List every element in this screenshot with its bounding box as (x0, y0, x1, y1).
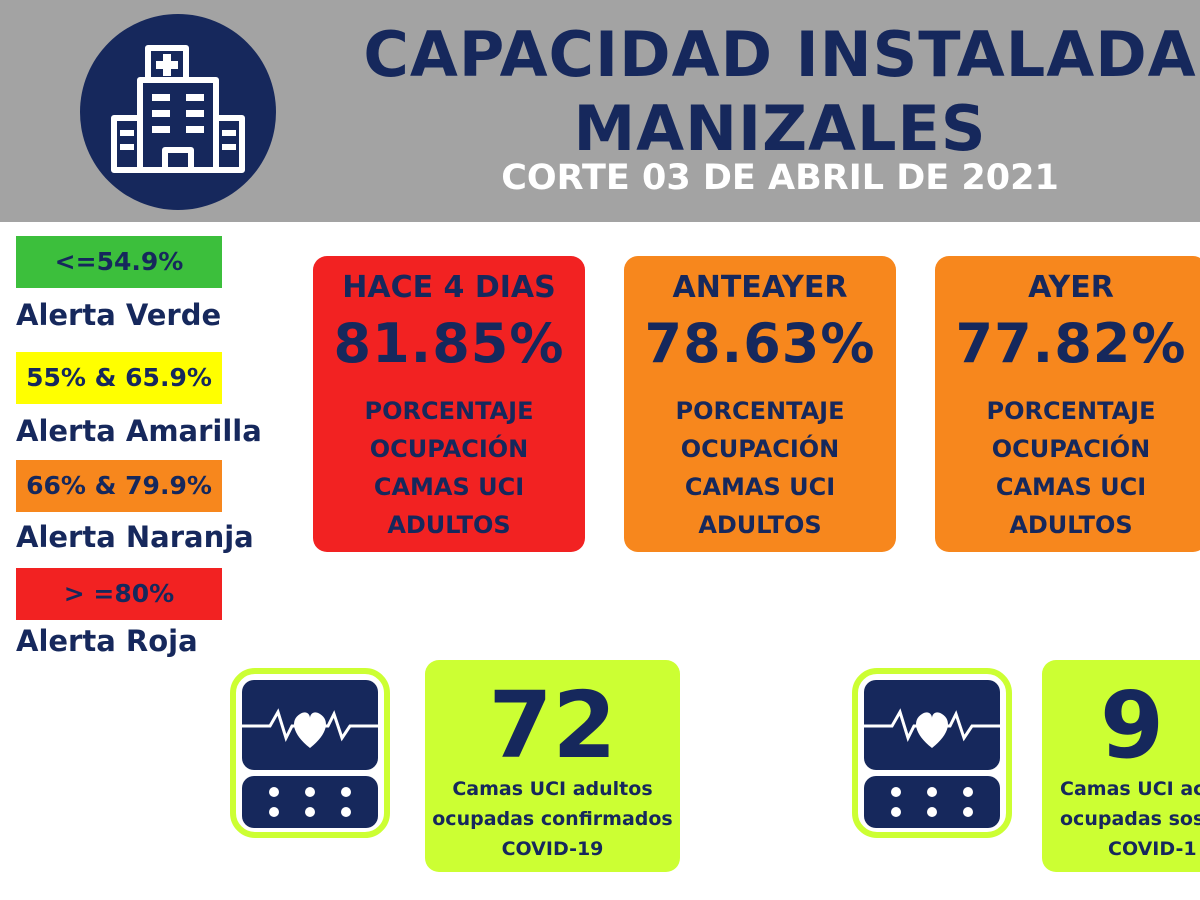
card-percent: 77.82% (955, 312, 1187, 375)
card-period: AYER (1028, 270, 1114, 305)
card-description: PORCENTAJE OCUPACIÓN CAMAS UCI ADULTOS (986, 397, 1156, 539)
stat-description: Camas UCI adultos ocupadas confirmados COV… (432, 778, 673, 860)
legend-orange-range: 66% & 79.9% (16, 460, 222, 512)
legend-yellow-range: 55% & 65.9% (16, 352, 222, 404)
occupancy-card-day-before-yesterday: ANTEAYER 78.63% PORCENTAJE OCUPACIÓN CAMA… (624, 256, 896, 552)
legend-green-label: Alerta Verde (16, 298, 222, 332)
header-banner: CAPACIDAD INSTALADA MANIZALES CORTE 03 D… (0, 0, 1200, 222)
heart-monitor-icon (230, 668, 390, 838)
hospital-icon (80, 14, 276, 210)
confirmed-covid-stat: 72 Camas UCI adultos ocupadas confirmados… (425, 660, 680, 872)
card-period: HACE 4 DIAS (342, 270, 556, 305)
card-percent: 81.85% (333, 312, 565, 375)
legend-red-label: Alerta Roja (16, 624, 198, 658)
heart-monitor-icon (852, 668, 1012, 838)
card-description: PORCENTAJE OCUPACIÓN CAMAS UCI ADULTOS (675, 397, 845, 539)
occupancy-card-yesterday: AYER 77.82% PORCENTAJE OCUPACIÓN CAMAS UC… (935, 256, 1200, 552)
legend-yellow-label: Alerta Amarilla (16, 414, 262, 448)
stat-number: 9 (1100, 672, 1165, 779)
report-date: CORTE 03 DE ABRIL DE 2021 (501, 158, 1059, 198)
card-period: ANTEAYER (672, 270, 848, 305)
card-percent: 78.63% (644, 312, 876, 375)
occupancy-card-4-days-ago: HACE 4 DIAS 81.85% PORCENTAJE OCUPACIÓN C… (313, 256, 585, 552)
legend-green-range: <=54.9% (16, 236, 222, 288)
page-title-city: MANIZALES (573, 92, 987, 165)
card-description: PORCENTAJE OCUPACIÓN CAMAS UCI ADULTOS (364, 397, 534, 539)
stat-number: 72 (488, 672, 617, 779)
page-title: CAPACIDAD INSTALADA (363, 18, 1197, 91)
legend-red-range: > =80% (16, 568, 222, 620)
legend-orange-label: Alerta Naranja (16, 520, 254, 554)
